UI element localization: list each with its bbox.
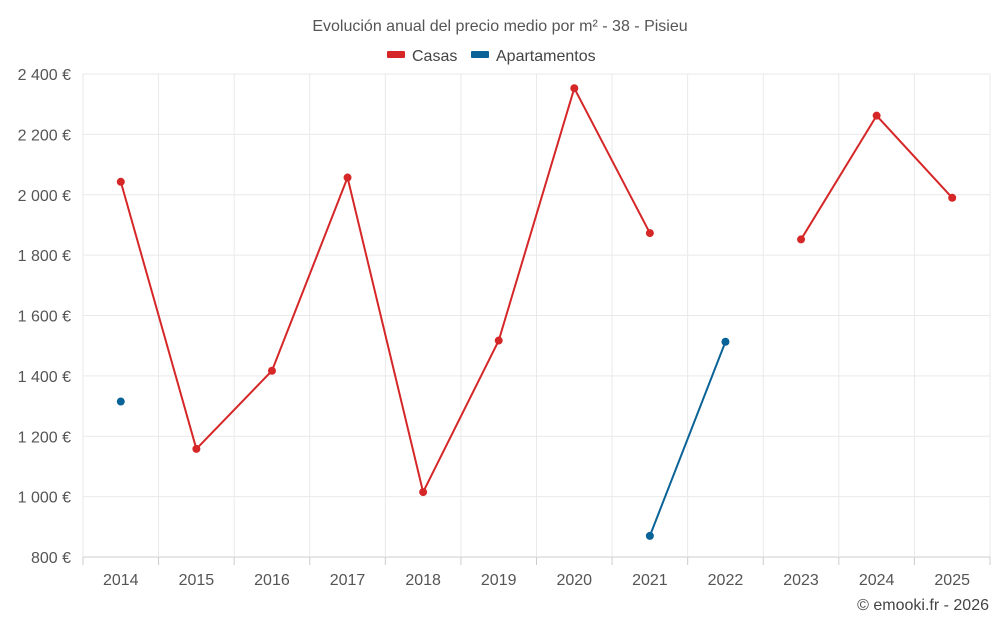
y-tick-label: 1 400 € bbox=[18, 369, 71, 386]
y-tick-label: 1 600 € bbox=[18, 309, 71, 326]
data-point-casas[interactable] bbox=[494, 336, 503, 345]
x-tick-label: 2023 bbox=[783, 572, 819, 589]
data-point-casas[interactable] bbox=[267, 366, 276, 375]
x-tick-label: 2024 bbox=[859, 572, 895, 589]
data-point-casas[interactable] bbox=[645, 229, 654, 238]
legend-label-casas[interactable]: Casas bbox=[412, 48, 457, 65]
x-tick-label: 2020 bbox=[556, 572, 592, 589]
x-tick-label: 2019 bbox=[481, 572, 517, 589]
x-tick-label: 2022 bbox=[708, 572, 744, 589]
data-point-casas[interactable] bbox=[948, 193, 957, 202]
y-tick-label: 1 200 € bbox=[18, 429, 71, 446]
data-point-casas[interactable] bbox=[343, 173, 352, 182]
data-point-casas[interactable] bbox=[797, 235, 806, 244]
data-point-apartamentos[interactable] bbox=[645, 531, 654, 540]
data-point-casas[interactable] bbox=[192, 444, 201, 453]
series-layer bbox=[116, 84, 957, 540]
x-gridlines bbox=[82, 74, 991, 557]
credit-text: © emooki.fr - 2026 bbox=[857, 597, 989, 614]
series-apartamentos bbox=[116, 337, 730, 540]
x-tick-label: 2015 bbox=[179, 572, 215, 589]
data-point-casas[interactable] bbox=[872, 111, 881, 120]
chart-title: Evolución anual del precio medio por m² … bbox=[312, 18, 687, 35]
y-tick-label: 2 400 € bbox=[18, 67, 71, 84]
x-tick-label: 2017 bbox=[330, 572, 366, 589]
y-tick-label: 2 200 € bbox=[18, 127, 71, 144]
x-tick-label: 2025 bbox=[934, 572, 970, 589]
data-point-casas[interactable] bbox=[419, 488, 428, 497]
x-tick-label: 2014 bbox=[103, 572, 139, 589]
legend-swatch-apartamentos[interactable] bbox=[471, 51, 489, 58]
legend-swatch-casas[interactable] bbox=[387, 51, 405, 58]
data-point-apartamentos[interactable] bbox=[116, 397, 125, 406]
series-line-casas bbox=[119, 87, 651, 494]
y-tick-label: 1 000 € bbox=[18, 490, 71, 507]
series-line-apartamentos bbox=[648, 340, 727, 537]
x-tick-label: 2018 bbox=[405, 572, 441, 589]
y-axis-ticks: 800 € 1 000 € 1 200 € 1 400 € 1 600 € 1 800 €… bbox=[18, 67, 71, 567]
x-tick-label: 2021 bbox=[632, 572, 668, 589]
legend-label-apartamentos[interactable]: Apartamentos bbox=[496, 48, 596, 65]
x-tick-label: 2016 bbox=[254, 572, 290, 589]
data-point-apartamentos[interactable] bbox=[721, 337, 730, 346]
data-point-casas[interactable] bbox=[570, 84, 579, 93]
y-tick-label: 800 € bbox=[31, 550, 71, 567]
series-casas bbox=[116, 84, 957, 497]
y-tick-label: 2 000 € bbox=[18, 188, 71, 205]
data-point-casas[interactable] bbox=[116, 177, 125, 186]
x-axis-ticks: 2014 2015 2016 2017 2018 2019 2020 2021 2022 2023… bbox=[82, 557, 991, 589]
legend: Casas Apartamentos bbox=[387, 48, 596, 65]
y-tick-label: 1 800 € bbox=[18, 248, 71, 265]
